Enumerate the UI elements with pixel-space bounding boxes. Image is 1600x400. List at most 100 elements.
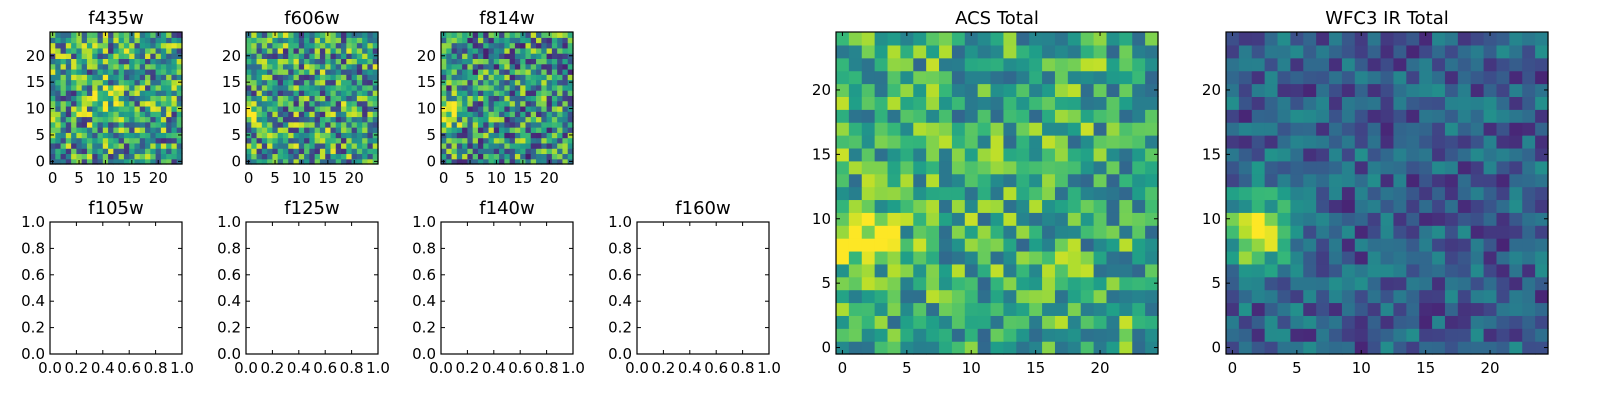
heatmap-cell [1093, 328, 1108, 342]
heatmap-cell [1067, 173, 1082, 188]
heatmap-cell [483, 37, 490, 44]
heatmap-cell [1145, 109, 1159, 123]
heatmap-cell [848, 96, 863, 110]
heatmap-cell [499, 105, 505, 112]
heatmap-cell [1132, 225, 1146, 239]
heatmap-cell [451, 116, 458, 123]
heatmap-cell [256, 153, 263, 160]
heatmap-cell [309, 116, 316, 123]
heatmap-cell [288, 111, 295, 118]
heatmap-cell [134, 53, 141, 59]
heatmap-cell [1444, 341, 1459, 355]
heatmap-cell [557, 116, 564, 123]
heatmap-cell [256, 105, 263, 112]
heatmap-cell [1419, 328, 1433, 342]
y-tick-label: 0.8 [608, 239, 632, 257]
heatmap-cell [367, 53, 374, 59]
heatmap-cell [118, 74, 125, 81]
heatmap-cell [546, 105, 553, 112]
heatmap-cell [256, 74, 263, 81]
heatmap-cell [1341, 225, 1356, 239]
heatmap-cell [1483, 276, 1498, 291]
x-tick-label: 0.8 [535, 359, 559, 377]
heatmap-cell [900, 212, 914, 226]
heatmap-cell [1367, 199, 1382, 213]
heatmap-cell [504, 63, 511, 70]
heatmap-cell [251, 142, 258, 149]
heatmap-cell [951, 135, 966, 149]
heatmap-cell [372, 148, 379, 155]
heatmap-cell [1316, 328, 1330, 342]
heatmap-cell [514, 84, 521, 91]
heatmap-cell [1367, 160, 1382, 175]
heatmap-cell [1457, 276, 1472, 291]
heatmap-cell [145, 58, 151, 65]
heatmap-cell [309, 63, 316, 70]
heatmap-cell [166, 42, 173, 49]
heatmap-cell [1341, 276, 1356, 291]
heatmap-cell [50, 100, 56, 107]
heatmap-cell [456, 68, 463, 75]
heatmap-cell [251, 127, 258, 133]
heatmap-cell [341, 68, 347, 75]
heatmap-cell [1329, 32, 1343, 46]
heatmap-cell [176, 90, 183, 96]
heatmap-cell [541, 127, 548, 133]
heatmap-cell [60, 63, 67, 70]
heatmap-cell [1444, 57, 1459, 72]
heatmap-cell [55, 84, 62, 91]
heatmap-cell [951, 147, 966, 162]
heatmap-cell [97, 42, 104, 49]
y-tick-label: 5 [35, 126, 45, 144]
heatmap-cell [1496, 276, 1510, 291]
y-tick-label: 0.6 [21, 266, 45, 284]
heatmap-cell [926, 44, 940, 59]
heatmap-cell [557, 105, 564, 112]
heatmap-cell [356, 127, 363, 133]
heatmap-cell [1003, 160, 1017, 175]
heatmap-cell [145, 53, 151, 59]
heatmap-cell [861, 263, 876, 278]
heatmap-cell [467, 53, 474, 59]
heatmap-cell [467, 100, 474, 107]
heatmap-cell [964, 276, 979, 291]
heatmap-cell [446, 105, 453, 112]
heatmap-cell [1016, 160, 1030, 175]
heatmap-cell [71, 90, 77, 96]
heatmap-cell [1003, 70, 1017, 85]
heatmap-cell [964, 199, 979, 213]
heatmap-cell [155, 58, 162, 65]
heatmap-cell [541, 47, 548, 54]
heatmap-cell [551, 74, 558, 81]
heatmap-cell [102, 95, 109, 102]
heatmap-cell [1535, 186, 1549, 201]
heatmap-cell [113, 153, 120, 160]
heatmap-cell [1226, 70, 1240, 85]
heatmap-cell [155, 68, 162, 75]
heatmap-cell [1145, 276, 1159, 291]
heatmap-cell [1303, 302, 1317, 316]
heatmap-cell [1457, 199, 1472, 213]
heatmap-cell [446, 79, 453, 86]
heatmap-cell [251, 137, 258, 144]
heatmap-cell [1483, 289, 1498, 304]
heatmap-cell [1145, 160, 1159, 175]
heatmap-cell [562, 53, 569, 59]
heatmap-cell [446, 58, 453, 65]
x-tick-label: 0.6 [508, 359, 532, 377]
heatmap-cell [1535, 341, 1549, 355]
heatmap-cell [1341, 135, 1356, 149]
heatmap-cell [76, 116, 83, 123]
heatmap-cell [139, 116, 146, 123]
heatmap-cell [256, 127, 263, 133]
heatmap-cell [1106, 83, 1120, 97]
heatmap-cell [123, 111, 130, 118]
heatmap-cell [926, 83, 940, 97]
heatmap-cell [462, 142, 468, 149]
heatmap-cell [60, 142, 67, 149]
heatmap-cell [246, 148, 252, 155]
heatmap-cell [86, 68, 93, 75]
heatmap-cell [1119, 173, 1133, 188]
heatmap-cell [493, 105, 500, 112]
heatmap-cell [1132, 302, 1146, 316]
